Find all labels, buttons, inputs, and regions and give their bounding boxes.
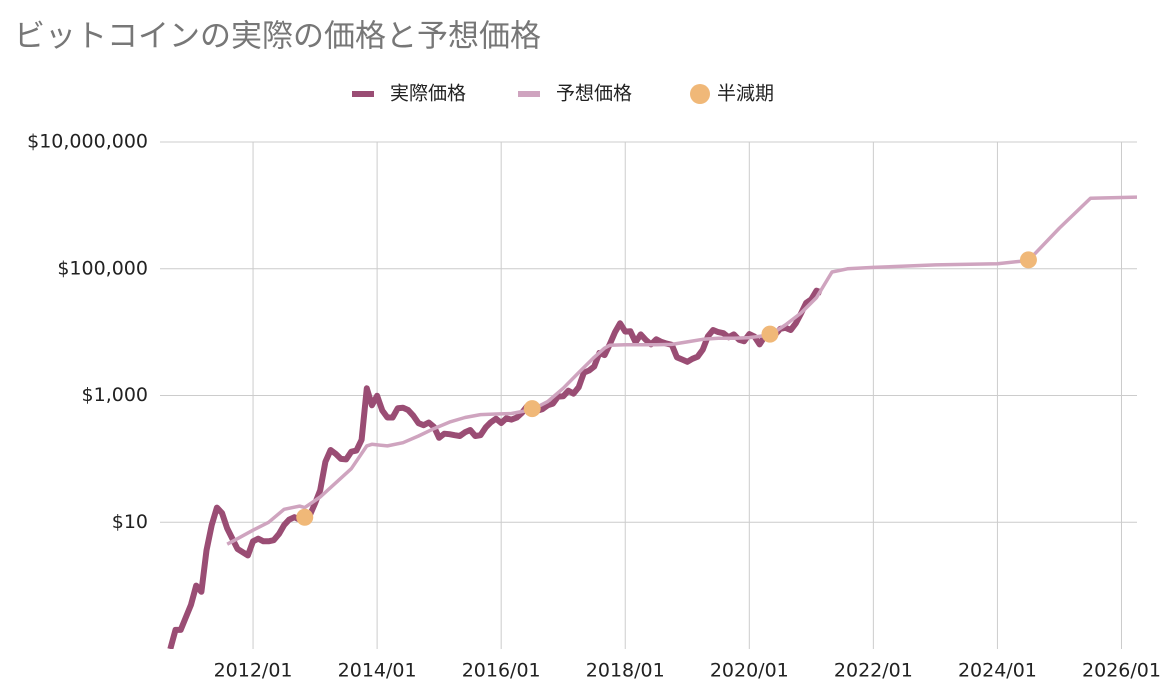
x-tick-label: 2020/01 <box>710 660 789 682</box>
halving-point <box>761 325 779 343</box>
y-tick-label: $10,000,000 <box>27 131 148 153</box>
halving-point <box>523 400 541 418</box>
x-tick-label: 2014/01 <box>338 660 417 682</box>
y-tick-label: $100,000 <box>57 257 148 279</box>
line <box>167 287 823 649</box>
x-tick-label: 2018/01 <box>586 660 665 682</box>
halving-point <box>1019 251 1037 269</box>
halving-point <box>296 508 314 526</box>
x-tick-label: 2022/01 <box>834 660 913 682</box>
y-tick-label: $1,000 <box>82 384 148 406</box>
legend-swatch <box>690 84 710 104</box>
legend-label: 半減期 <box>717 83 774 105</box>
x-tick-label: 2012/01 <box>214 660 293 682</box>
legend-label: 実際価格 <box>390 83 466 105</box>
legend-label: 予想価格 <box>556 83 632 105</box>
x-tick-label: 2026/01 <box>1082 660 1161 682</box>
x-tick-label: 2024/01 <box>958 660 1037 682</box>
chart-title: ビットコインの実際の価格と予想価格 <box>14 19 541 55</box>
line <box>226 195 1137 546</box>
x-tick-label: 2016/01 <box>462 660 541 682</box>
y-tick-label: $10 <box>112 511 148 533</box>
